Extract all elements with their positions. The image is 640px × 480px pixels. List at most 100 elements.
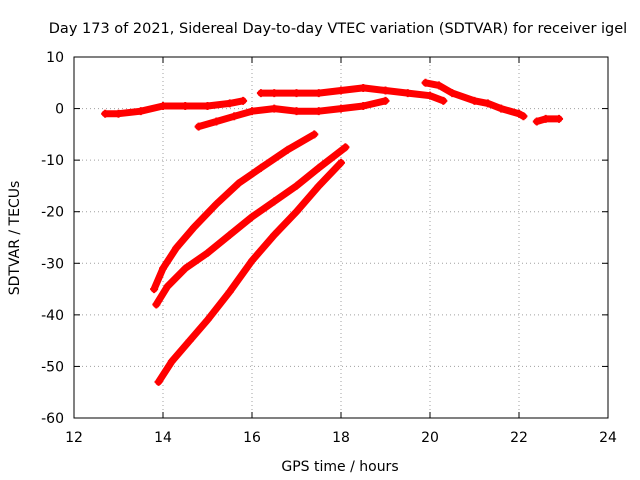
- series-arc-descending-right: [421, 78, 528, 121]
- data-point: [337, 86, 345, 95]
- data-point: [203, 316, 212, 325]
- data-point: [181, 264, 190, 273]
- data-point: [203, 248, 212, 257]
- data-point: [381, 96, 390, 105]
- data-point: [114, 109, 123, 118]
- data-point: [172, 243, 181, 252]
- data-point: [256, 163, 265, 172]
- data-point: [270, 104, 279, 113]
- data-point: [448, 89, 457, 98]
- data-point: [470, 96, 479, 105]
- data-point: [101, 109, 110, 118]
- data-point: [150, 285, 159, 294]
- data-point: [234, 179, 243, 188]
- data-point: [203, 101, 212, 110]
- series-arc-steep-b: [152, 143, 350, 309]
- data-point: [532, 117, 541, 126]
- data-point: [270, 197, 279, 206]
- series-arc-lower-flat: [194, 96, 390, 131]
- data-point: [314, 107, 323, 116]
- data-point: [541, 114, 550, 123]
- y-tick-label: 0: [55, 102, 64, 118]
- y-tick-label: -30: [41, 256, 64, 272]
- data-point: [248, 256, 256, 265]
- data-point: [555, 114, 564, 123]
- data-point: [283, 145, 292, 154]
- data-point: [426, 91, 434, 100]
- data-point: [212, 117, 221, 126]
- series-line: [257, 84, 447, 105]
- series-arc-upper-left: [101, 96, 248, 118]
- data-point: [163, 282, 172, 291]
- series-arc-upper-middle: [256, 83, 448, 105]
- y-axis-label: SDTVAR / TECUs: [7, 181, 23, 296]
- data-point: [248, 107, 256, 116]
- data-point: [248, 212, 256, 221]
- data-point: [225, 99, 234, 108]
- data-point: [421, 78, 430, 87]
- data-point: [314, 89, 323, 98]
- series-line: [155, 159, 345, 386]
- data-point: [314, 163, 323, 172]
- data-point: [497, 104, 506, 113]
- data-point: [256, 89, 265, 98]
- data-point: [439, 96, 448, 105]
- data-point: [190, 223, 199, 232]
- data-point: [434, 81, 443, 90]
- y-tick-label: -10: [41, 153, 64, 169]
- data-point: [310, 130, 319, 139]
- data-point: [314, 181, 323, 190]
- data-point: [181, 101, 190, 110]
- series-arc-far-right: [532, 114, 564, 126]
- data-point: [136, 107, 145, 116]
- data-point: [292, 89, 301, 98]
- data-point: [341, 143, 350, 152]
- data-point: [212, 199, 221, 208]
- data-point: [270, 89, 279, 98]
- data-point: [337, 104, 345, 113]
- data-point: [292, 207, 301, 216]
- data-point: [270, 230, 279, 239]
- x-tick-label: 22: [510, 430, 528, 446]
- x-tick-label: 20: [421, 430, 439, 446]
- data-point: [152, 300, 161, 309]
- data-point: [239, 96, 248, 105]
- data-point: [483, 99, 492, 108]
- data-point: [403, 89, 412, 98]
- x-axis-label: GPS time / hours: [281, 459, 398, 475]
- x-tick-label: 18: [332, 430, 350, 446]
- data-series: [101, 78, 564, 386]
- series-arc-steep-a: [150, 130, 319, 294]
- data-point: [225, 230, 234, 239]
- data-point: [225, 287, 234, 296]
- y-tick-label: -20: [41, 205, 64, 221]
- x-tick-label: 12: [65, 430, 83, 446]
- y-tick-label: -60: [41, 411, 64, 427]
- chart-title: Day 173 of 2021, Sidereal Day-to-day VTE…: [49, 21, 627, 37]
- data-point: [230, 112, 239, 121]
- data-point: [185, 336, 194, 345]
- data-point: [159, 264, 167, 273]
- data-point: [292, 107, 301, 116]
- data-point: [159, 101, 167, 110]
- series-line: [152, 143, 349, 308]
- data-point: [337, 158, 345, 167]
- x-tick-label: 24: [599, 430, 617, 446]
- data-point: [194, 122, 203, 131]
- y-tick-label: -50: [41, 359, 64, 375]
- x-tick-label: 16: [243, 430, 261, 446]
- data-point: [292, 181, 301, 190]
- series-line: [195, 97, 389, 131]
- y-tick-label: 10: [46, 50, 64, 66]
- data-point: [381, 86, 390, 95]
- axis-ticks: 12 14 16 18 20 22 24 10 0 -10 -20 -30 -40 -50 -60: [41, 50, 617, 446]
- data-point: [515, 109, 523, 118]
- data-point: [519, 112, 528, 121]
- y-tick-label: -40: [41, 308, 64, 324]
- data-point: [359, 83, 368, 92]
- x-tick-label: 14: [154, 430, 172, 446]
- data-point: [154, 377, 163, 386]
- data-point: [359, 101, 368, 110]
